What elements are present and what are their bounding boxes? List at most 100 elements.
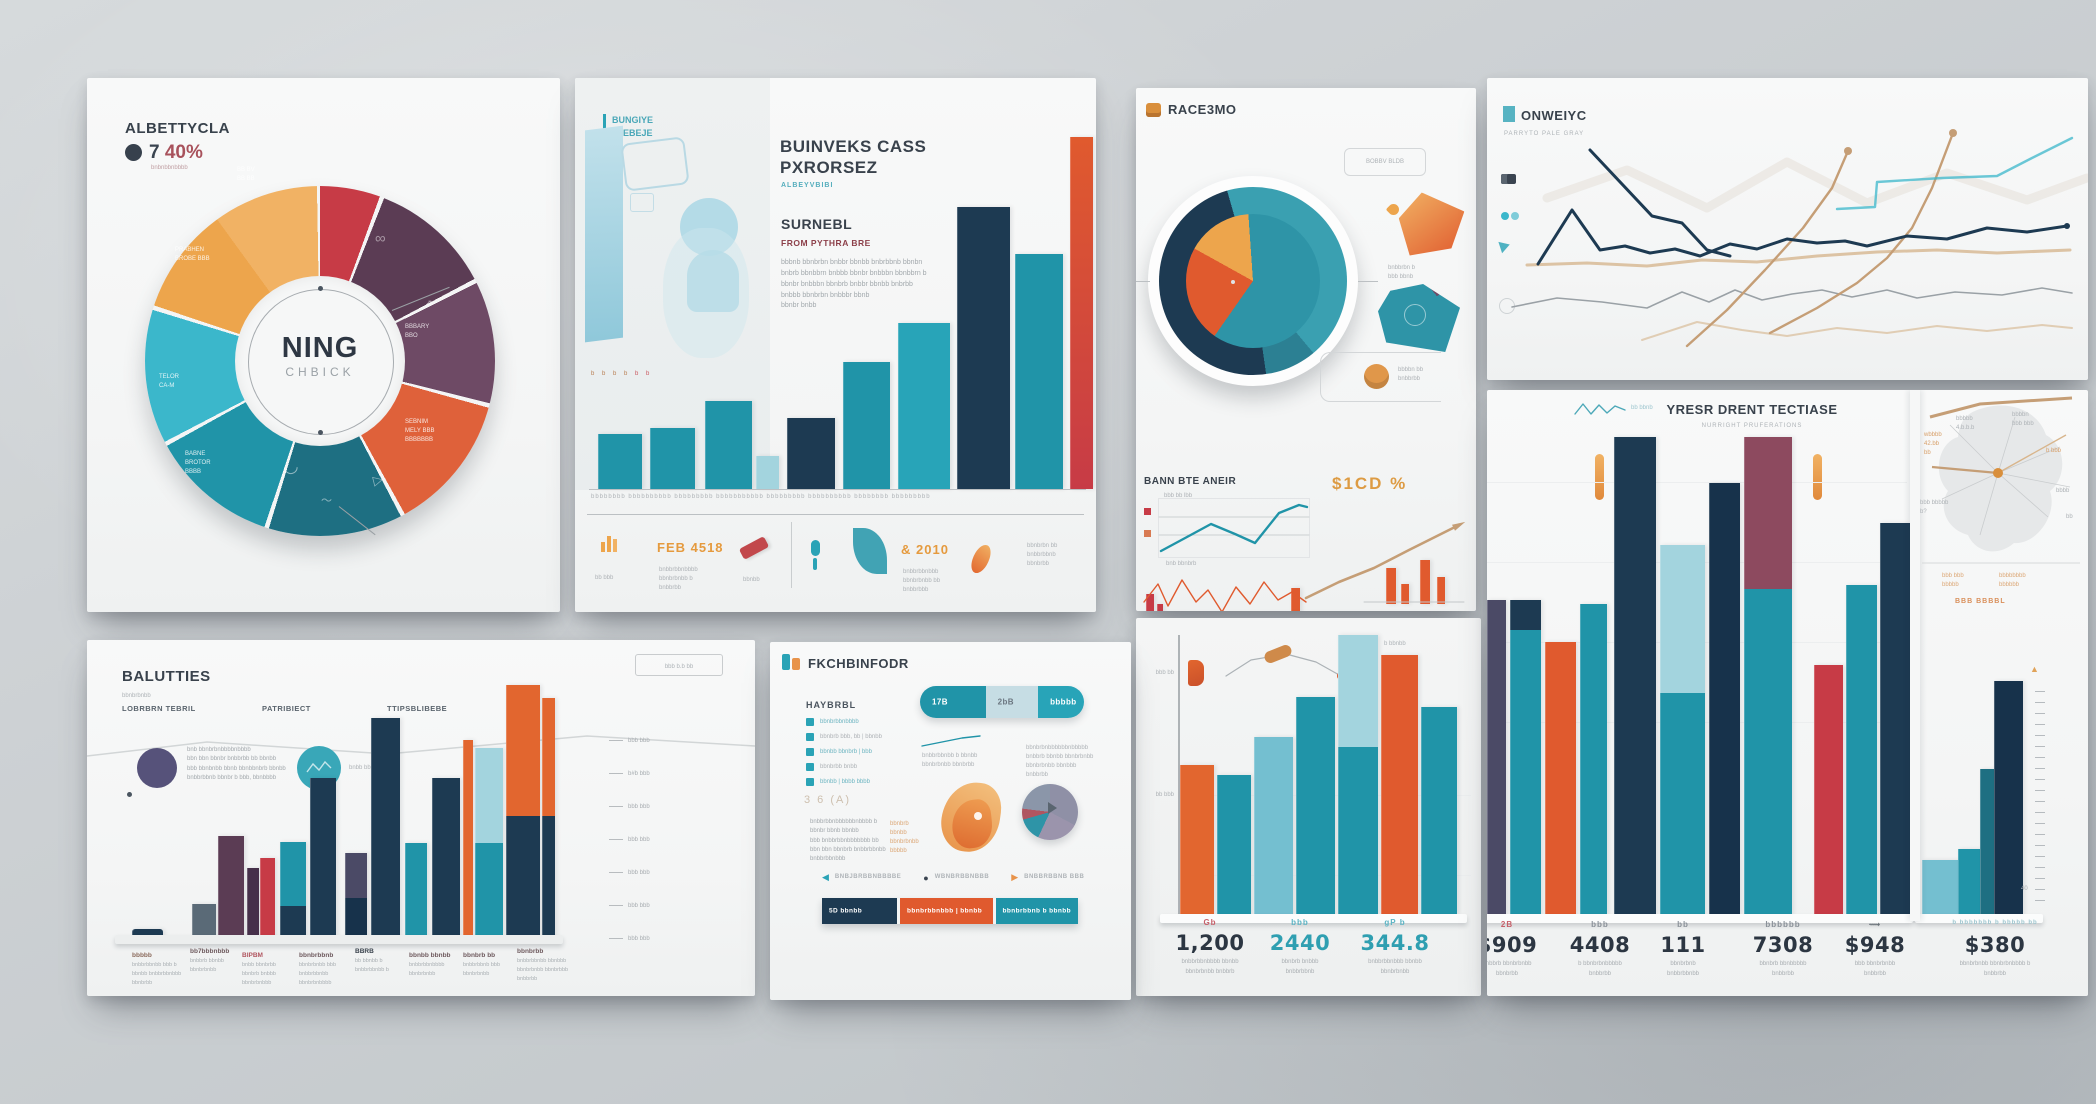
list-item: bbnbrb bbb, bb | bbnbb bbox=[820, 734, 882, 740]
legend-text: bnb bbnbrbnbbbbnbbbb bbn bbn bbnbr bnbbr… bbox=[187, 747, 286, 781]
column-header: LOBRBRN TEBRIL bbox=[122, 704, 196, 713]
panel-analytics-donut: ALBETTYCLA 7 40% bnbnbbnbbbb NING CHBICK… bbox=[87, 78, 560, 612]
chart-platform bbox=[1915, 914, 2043, 923]
axis-tick-row: bbb bbb bbox=[609, 823, 650, 856]
legend-label: BNBBRBBNB BBB bbox=[1024, 874, 1085, 880]
callout-box: BOBBV BLDB bbox=[1344, 148, 1426, 176]
map-hub-label: wbbbb 42.bb bb bbox=[1924, 432, 1942, 456]
footer-caption: bnbbrbbnbbbb bbnbrbnbb b bnbbrbb bbox=[659, 567, 698, 591]
list-bullet bbox=[806, 733, 814, 741]
stat-item: 2B $909 bnbbrb bbnbrbnbb bbnbrbb bbox=[1487, 920, 1557, 979]
decor-swirl bbox=[1404, 304, 1426, 326]
map-svg bbox=[1922, 396, 2080, 564]
axis-tick-label: bbb bbb bbox=[628, 902, 650, 909]
footnote-head: bbnbrbb bbox=[517, 948, 544, 955]
gauge-dot bbox=[1231, 280, 1235, 284]
stat-icon: bb bbox=[1677, 920, 1689, 929]
list-item: bbnbb bbnbrb | bbb bbox=[820, 749, 872, 755]
faint-text: 3 6 (A) bbox=[804, 794, 852, 806]
column-header: PATRIBIECT bbox=[262, 704, 311, 713]
footer-caption: bbnbrbn bb bnbbrbbnb bbnbrbb bbox=[1027, 543, 1058, 567]
section-subheading: FROM PYTHRA BRE bbox=[781, 238, 871, 248]
list-item: bbnbrbb bnbb bbox=[820, 764, 858, 770]
tag-text: BUNGIYE SJEBEJE bbox=[612, 114, 653, 139]
dots-icon bbox=[1501, 212, 1509, 220]
segment-label: BBBARY BBO bbox=[405, 324, 430, 339]
list-bullet bbox=[806, 748, 814, 756]
axis-tick-row: bbb bbb bbox=[609, 856, 650, 889]
footer-caption: bnbbrbbnbbb bbnbrbnbb bb bnbbrbbb bbox=[903, 569, 941, 593]
stat-icon: bbb bbox=[1591, 920, 1609, 929]
panel-subtitle: ALBEYVBIBI bbox=[781, 182, 834, 189]
legend-text: bnbb bbnbrb bbox=[349, 765, 383, 771]
stat-value: $909 bbox=[1487, 933, 1538, 957]
pie-pointer-icon bbox=[1048, 802, 1057, 814]
panel-title: BUINVEKS CASS PXRORSEZ bbox=[780, 137, 927, 178]
axis-tick-label: b#b bbb bbox=[628, 770, 650, 777]
footnote-head: bb7bbbnbbb bbox=[190, 948, 230, 955]
section-heading: SURNEBL bbox=[781, 216, 853, 232]
bullet-dot-icon bbox=[125, 144, 142, 161]
axis-tick-row: bbb bbb bbox=[609, 724, 650, 757]
panel-balances-bars: BALUTTIES bbnbrbnbb LOBRBRN TEBRIL PATRI… bbox=[87, 640, 755, 996]
list-item: bbnbrbbnbbbb bbox=[820, 719, 859, 725]
list-bullet bbox=[806, 778, 814, 786]
decor-note: b bbnbb bbox=[1384, 641, 1406, 647]
footer-value: FEB 4518 bbox=[657, 540, 724, 555]
footnote-column: bb7bbbnbbb bnbbrb bbnbb bbnbrbnbb bbox=[190, 948, 252, 975]
panel-stats-left: b bbnbb bbb bb bb bbb Gb 1,200 bnbbrbbnb… bbox=[1136, 618, 1481, 996]
decor-pill-orange bbox=[1813, 454, 1822, 500]
paragraph-side-notes: bbnbrb bbnbb bbnbrbnbb bbbbb bbox=[890, 821, 919, 854]
decor-note: bb bbnb bbox=[1631, 405, 1653, 411]
panel-title: ONWEIYC bbox=[1521, 108, 1587, 123]
footnote-column: bbnbrbb bnbbrbbnbb bbnbbb bbnbrbnbb bbnbr… bbox=[517, 948, 579, 983]
ruler-label: 40 bbox=[2021, 886, 2028, 892]
trend-arrow-chart bbox=[1304, 518, 1466, 604]
mini-bars-icon bbox=[601, 536, 617, 552]
stat-icon: b bbbbbbb b bbbbb bb bbox=[1952, 920, 2038, 926]
pill-caption-2: bbnbrbnbbbbbbnbbbbb bnbbrb bbnbb bbnbrbn… bbox=[1026, 745, 1094, 778]
panel-title: BALUTTIES bbox=[122, 668, 211, 685]
ring-dot-top bbox=[318, 286, 323, 291]
stats-left-bar-chart bbox=[1136, 634, 1481, 915]
arrow-up-icon: ⇗ bbox=[425, 298, 433, 308]
dots-icon bbox=[1511, 212, 1519, 220]
decor-dots-row: b b b b b b bbox=[591, 371, 653, 377]
footnote-head: BIPBM bbox=[242, 952, 263, 959]
list-heading: HAYBRBL bbox=[806, 700, 857, 710]
map-caption: bbb bbb bbbbb bbox=[1942, 573, 1964, 588]
axis-tick-label: bbb bbb bbox=[628, 803, 650, 810]
stat-item: Gb 1,200 bnbbrbbnbbbb bbnbb bbnbrbnbb bn… bbox=[1160, 918, 1260, 977]
badge-icon bbox=[1364, 364, 1389, 389]
stat-caption: bbnbrb bnbbb bnbbrbbnb bbox=[1281, 959, 1319, 975]
footnote-head: bbnbrbbnb bbox=[299, 952, 334, 959]
pin-icon bbox=[1385, 201, 1402, 218]
footnote-body: bb bbnbb b bnbbrbbnbb b bbox=[355, 958, 389, 973]
segment-label: TELOR CA-M bbox=[159, 374, 180, 389]
callout-text: BOBBV BLDB bbox=[1365, 159, 1404, 165]
map-label: bbbbb 4.b.b.b bbox=[1956, 416, 1975, 431]
gauge-inner-pie bbox=[1186, 214, 1320, 348]
axis-tick-label: bbb bbb bbox=[628, 869, 650, 876]
progress-pill-chart: 17B 2bB bbbbb bbox=[920, 686, 1084, 718]
mini-chart-note: bbb bb lbb bbox=[1164, 493, 1193, 499]
footer-divider-vertical bbox=[791, 522, 792, 588]
multi-line-chart bbox=[1487, 78, 2088, 380]
map-graphic: bbbbb 4.b.b.b bbbbn bbb bbb b bbb bbbb b… bbox=[1920, 395, 2085, 567]
decor-curve bbox=[921, 734, 982, 748]
segment-label: PRABHEN BROBE BBB bbox=[175, 247, 210, 262]
segment-label: BABNE BROTOR BBBB bbox=[185, 451, 211, 475]
footer-caption: bbnbb bbox=[743, 577, 760, 583]
briefcase-icon bbox=[1146, 103, 1161, 117]
footer-caption: bb bbb bbox=[595, 575, 614, 581]
panel-title: ALBETTYCLA bbox=[125, 120, 230, 137]
footnote-body: bnbbrbbnbbbb bbnbrbnbb bbox=[409, 962, 445, 977]
tag-line2: SJEBEJE bbox=[612, 127, 653, 138]
axis-tick-label: bbb bbb bbox=[628, 836, 650, 843]
footnote-body: bnbbrbbnbb bbb b bbnbb bnbbrbbnbbb bbnbr… bbox=[132, 962, 182, 986]
footnote-column: BIPBM bnbb bbnbrbb bbnbrb bnbbb bbnbrbnbb… bbox=[242, 952, 304, 987]
axis-tick-row: b#b bbb bbox=[609, 757, 650, 790]
chart-platform bbox=[1487, 914, 1913, 923]
stat-item: ⟿ $948 bbb bbnbrbnbb bnbbrbb bbox=[1825, 920, 1925, 979]
legend-square-teal bbox=[1503, 106, 1515, 122]
